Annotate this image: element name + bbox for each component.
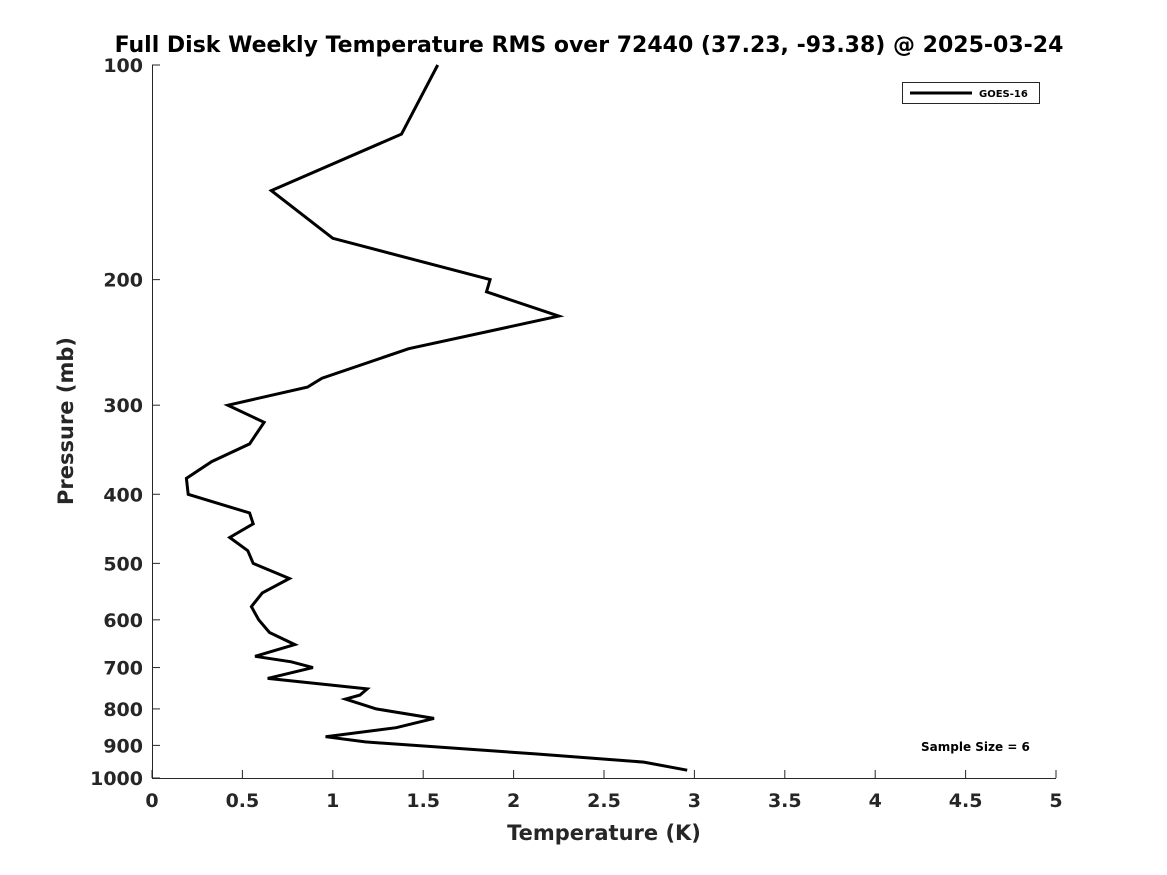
x-tick-label: 1: [326, 790, 339, 812]
x-tick-label: 4.5: [949, 790, 983, 812]
legend-entry-goes-16: GOES-16: [979, 89, 1028, 100]
x-tick-label: 0: [145, 790, 158, 812]
x-tick-label: 4: [869, 790, 882, 812]
y-tick-label: 200: [103, 270, 143, 292]
x-tick-label: 1.5: [406, 790, 440, 812]
x-tick-label: 5: [1049, 790, 1062, 812]
sample-size-annotation: Sample Size = 6: [921, 740, 1030, 754]
x-tick-label: 3: [688, 790, 701, 812]
y-tick-label: 700: [103, 658, 143, 680]
series-layer: [184, 64, 688, 772]
x-axis-label: Temperature (K): [507, 821, 701, 845]
y-tick-label: 800: [103, 699, 143, 721]
x-tick-label: 3.5: [768, 790, 802, 812]
y-axis-ticks: 100 200 300 400 500 600 700 800 900 1000: [90, 55, 160, 790]
plot-area: 0 0.5 1 1.5 2 2.5 3 3.5 4 4.5 5 100 200 300 400 500 600…: [90, 55, 1063, 812]
y-tick-label: 400: [103, 484, 143, 506]
x-tick-label: 0.5: [226, 790, 260, 812]
y-axis-label: Pressure (mb): [54, 337, 78, 505]
y-tick-label: 500: [103, 553, 143, 575]
legend: GOES-16: [902, 82, 1040, 104]
y-tick-label: 100: [103, 55, 143, 77]
x-tick-label: 2.5: [587, 790, 621, 812]
x-axis-ticks: 0 0.5 1 1.5 2 2.5 3 3.5 4 4.5 5: [145, 770, 1063, 812]
chart-title: Full Disk Weekly Temperature RMS over 72…: [115, 33, 1064, 58]
x-tick-label: 2: [507, 790, 520, 812]
y-tick-label: 1000: [90, 768, 143, 790]
y-tick-label: 300: [103, 395, 143, 417]
y-tick-label: 900: [103, 735, 143, 757]
y-tick-label: 600: [103, 610, 143, 632]
series-line-goes-16: [184, 64, 688, 772]
